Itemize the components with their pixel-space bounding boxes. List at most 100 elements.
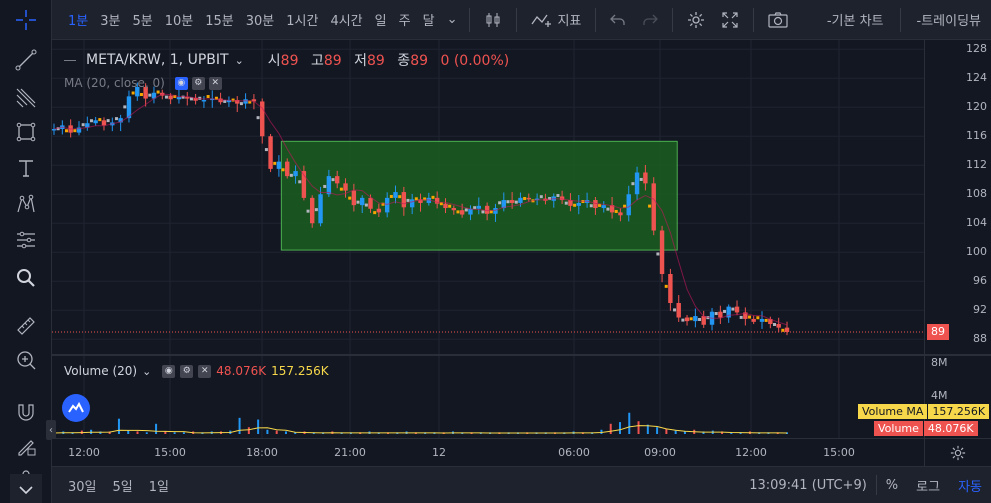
settings-button[interactable] xyxy=(679,0,713,39)
candle-body xyxy=(489,210,493,214)
candle-body xyxy=(501,200,506,209)
timeframe-0[interactable]: 1분 xyxy=(68,14,89,29)
highlight-rectangle[interactable] xyxy=(280,140,678,251)
fullscreen-button[interactable] xyxy=(713,0,747,39)
candle-body xyxy=(539,195,543,199)
range-button-1[interactable]: 5일 xyxy=(112,479,133,495)
gear-icon[interactable]: ⚙ xyxy=(191,76,205,90)
chevron-down-icon[interactable]: ⌄ xyxy=(142,364,152,378)
collapse-panel-button[interactable]: ‹ xyxy=(46,420,56,440)
candle-body xyxy=(493,208,498,214)
candle-body xyxy=(93,120,98,124)
price-chart[interactable] xyxy=(51,40,924,438)
redo-button[interactable] xyxy=(634,0,666,39)
candle-body xyxy=(573,203,577,207)
time-tick-label: 18:00 xyxy=(246,446,278,459)
candle-body xyxy=(285,161,290,177)
magnet-tool[interactable] xyxy=(10,396,42,428)
lock-drawing-tool[interactable] xyxy=(10,430,42,462)
chevron-down-icon xyxy=(19,486,33,495)
crosshair-tool[interactable] xyxy=(10,4,42,36)
timeframe-9[interactable]: 주 xyxy=(398,14,411,29)
basic-chart-button[interactable]: -기본 차트 xyxy=(826,14,884,29)
candle-body xyxy=(339,187,343,191)
zoom-in-tool[interactable] xyxy=(10,344,42,376)
visibility-eye-icon[interactable]: ◉ xyxy=(174,76,188,90)
candle-body xyxy=(468,208,473,215)
candle-body xyxy=(564,201,568,205)
candle-body xyxy=(310,197,315,224)
separator xyxy=(899,7,901,32)
time-axis[interactable]: 12:00 15:00 18:00 21:00 12 06:00 09:00 12:00 15:… xyxy=(52,438,924,466)
candle-body xyxy=(81,123,85,127)
fib-tool[interactable] xyxy=(10,82,42,114)
chart-pane[interactable] xyxy=(51,40,924,438)
candle-body xyxy=(201,100,207,102)
collapse-legend-icon[interactable] xyxy=(64,59,76,61)
candle-body xyxy=(226,100,232,103)
symbol-title[interactable]: META/KRW, 1, UPBIT xyxy=(86,52,229,68)
timeframe-7[interactable]: 4시간 xyxy=(330,14,363,29)
text-tool[interactable] xyxy=(10,152,42,184)
separator xyxy=(516,7,518,32)
candle-body xyxy=(784,327,790,332)
volume-label[interactable]: Volume (20) xyxy=(64,364,138,378)
timeframe-3[interactable]: 10분 xyxy=(164,14,194,29)
time-tick-label: 15:00 xyxy=(154,446,186,459)
pattern-tool[interactable] xyxy=(10,188,42,220)
auto-toggle[interactable]: 자동 xyxy=(958,479,982,495)
visibility-eye-icon[interactable]: ◉ xyxy=(162,364,176,378)
percent-toggle[interactable]: % xyxy=(885,477,899,493)
range-button-0[interactable]: 30일 xyxy=(68,479,97,495)
chart-legend: META/KRW, 1, UPBIT ⌄ 시89 고89 저89 종89 0 (… xyxy=(64,50,509,70)
candle-type-button[interactable] xyxy=(476,0,510,39)
measure-tool[interactable] xyxy=(10,310,42,342)
snapshot-button[interactable] xyxy=(760,0,796,39)
volume-bar xyxy=(275,430,278,434)
prediction-tool[interactable] xyxy=(10,224,42,256)
magnet-icon xyxy=(18,404,34,421)
tradingview-button[interactable]: -트레이딩뷰 xyxy=(916,14,982,29)
tradingview-logo[interactable] xyxy=(62,394,90,422)
close-icon[interactable]: ✕ xyxy=(208,76,222,90)
indicators-button[interactable]: 지표 xyxy=(523,0,589,39)
candle-body xyxy=(456,210,460,214)
candle-body xyxy=(626,194,631,216)
forecast-icon xyxy=(17,231,35,249)
axis-settings-corner[interactable] xyxy=(924,438,991,466)
clock[interactable]: 13:09:41 (UTC+9) xyxy=(749,477,867,493)
zoom-tool[interactable] xyxy=(10,262,42,294)
volume-legend: Volume (20) ⌄ ◉ ⚙ ✕ 48.076K 157.256K xyxy=(64,364,329,378)
volume-bar xyxy=(238,417,241,434)
candle-body xyxy=(335,176,340,184)
log-toggle[interactable]: 로그 xyxy=(916,479,941,495)
close-icon[interactable]: ✕ xyxy=(198,364,212,378)
shape-tool[interactable] xyxy=(10,116,42,148)
timeframe-5[interactable]: 30분 xyxy=(245,14,275,29)
candle-body xyxy=(214,96,218,100)
volume-bar xyxy=(730,432,733,434)
ma-label[interactable]: MA (20, close, 0) xyxy=(64,76,165,90)
timeframe-4[interactable]: 15분 xyxy=(205,14,234,29)
volume-tag: Volume 48.076K xyxy=(874,421,978,436)
timeframe-1[interactable]: 3분 xyxy=(100,14,121,29)
toolbar-expand-button[interactable] xyxy=(10,474,42,503)
symbol-chevron-icon[interactable]: ⌄ xyxy=(234,53,244,67)
timeframe-more-icon[interactable]: ⌄ xyxy=(446,12,458,27)
price-tick-label: 128 xyxy=(966,42,987,56)
timeframe-8[interactable]: 일 xyxy=(374,14,387,29)
trendline-tool[interactable] xyxy=(10,44,42,76)
gear-icon[interactable]: ⚙ xyxy=(180,364,194,378)
timeframe-2[interactable]: 5분 xyxy=(132,14,153,29)
range-button-2[interactable]: 1일 xyxy=(148,479,169,495)
undo-button[interactable] xyxy=(602,0,634,39)
candle-body xyxy=(723,309,727,313)
price-tick-label: 96 xyxy=(973,274,987,288)
price-axis[interactable]: 128 124 120 116 112 108 104 100 96 92 88 89 8M 4M xyxy=(924,40,991,438)
timeframe-6[interactable]: 1시간 xyxy=(286,14,319,29)
volume-tag-label: Volume xyxy=(874,421,923,436)
open-value: 89 xyxy=(280,53,299,69)
timeframe-10[interactable]: 달 xyxy=(422,14,435,29)
candle-body xyxy=(251,99,257,102)
candle-body xyxy=(131,91,135,95)
